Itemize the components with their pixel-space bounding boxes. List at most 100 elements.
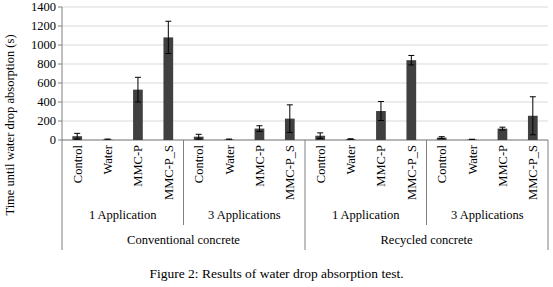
error-cap	[226, 139, 232, 140]
error-cap	[196, 139, 202, 140]
y-axis	[62, 7, 63, 140]
error-bar	[74, 133, 80, 139]
plot-area	[72, 21, 537, 140]
subgroup-label: 3 Applications	[451, 208, 524, 222]
tick-label: 0	[50, 133, 56, 147]
error-stem	[198, 134, 199, 139]
error-cap	[469, 139, 475, 140]
category-label: Water	[223, 144, 237, 174]
category-label: MMC-P	[253, 145, 267, 187]
bar	[103, 139, 113, 140]
error-cap	[408, 55, 414, 56]
category-label: Control	[71, 144, 85, 183]
group-separator	[305, 140, 306, 225]
error-cap	[317, 138, 323, 139]
error-stem	[168, 21, 169, 53]
error-cap	[317, 132, 323, 133]
chart: 0200400600800100012001400Time until wate…	[0, 0, 553, 287]
error-bar	[287, 105, 293, 133]
group-label: Conventional concrete	[127, 233, 240, 247]
tick-label: 200	[37, 114, 56, 128]
error-bar	[317, 133, 323, 139]
error-stem	[77, 133, 78, 139]
error-stem	[411, 55, 412, 64]
grid-line	[62, 26, 548, 27]
error-cap	[439, 138, 445, 139]
error-bar	[499, 127, 505, 130]
grid-line	[62, 64, 548, 65]
tick-mark	[58, 102, 62, 103]
error-bar	[105, 139, 111, 140]
error-cap	[135, 102, 141, 103]
category-label: MMC-P	[131, 145, 145, 187]
category-label: MMC-P_S	[405, 145, 419, 200]
tick-mark	[58, 83, 62, 84]
error-cap	[287, 104, 293, 105]
error-bar	[226, 139, 232, 140]
category-label: Control	[435, 144, 449, 183]
bar	[467, 139, 477, 140]
error-cap	[348, 138, 354, 139]
subgroup-label: 1 Application	[332, 208, 400, 222]
error-bar	[256, 126, 262, 132]
error-cap	[439, 136, 445, 137]
category-label: Control	[192, 144, 206, 183]
category-label: MMC-P_S	[526, 145, 540, 200]
error-cap	[165, 53, 171, 54]
error-cap	[256, 125, 262, 126]
group-separator	[548, 225, 549, 250]
error-cap	[348, 139, 354, 140]
tick-mark	[58, 140, 62, 141]
error-stem	[137, 77, 138, 102]
tick-mark	[58, 64, 62, 65]
error-cap	[105, 139, 111, 140]
category-label: Control	[314, 144, 328, 183]
grid-line	[62, 7, 548, 8]
error-cap	[378, 120, 384, 121]
bar	[498, 129, 508, 140]
tick-mark	[58, 45, 62, 46]
error-bar	[378, 102, 384, 121]
category-label: Water	[466, 144, 480, 174]
category-label: MMC-P_S	[162, 145, 176, 200]
y-axis-label: Time until water drop absorption (s)	[3, 34, 17, 215]
error-cap	[287, 132, 293, 133]
error-cap	[530, 134, 536, 135]
tick-label: 1200	[31, 19, 56, 33]
error-bar	[348, 138, 354, 140]
category-label: MMC-P	[374, 145, 388, 187]
category-label: MMC-P_S	[283, 145, 297, 200]
error-stem	[532, 97, 533, 135]
error-cap	[256, 131, 262, 132]
error-cap	[105, 140, 111, 141]
tick-mark	[58, 26, 62, 27]
error-bar	[408, 55, 414, 64]
error-cap	[74, 139, 80, 140]
subgroup-label: 1 Application	[89, 208, 157, 222]
error-stem	[380, 102, 381, 121]
group-separator	[62, 225, 63, 250]
tick-mark	[58, 121, 62, 122]
tick-label: 1400	[31, 0, 56, 14]
error-cap	[530, 96, 536, 97]
tick-label: 600	[37, 76, 56, 90]
group-separator	[62, 140, 63, 225]
error-cap	[469, 139, 475, 140]
error-stem	[259, 126, 260, 132]
error-cap	[499, 127, 505, 128]
grid-line	[62, 83, 548, 84]
error-cap	[196, 134, 202, 135]
group-separator	[426, 140, 427, 225]
grid-line	[62, 45, 548, 46]
group-separator	[305, 225, 306, 250]
bar	[224, 139, 234, 140]
error-stem	[320, 133, 321, 139]
tick-label: 800	[37, 57, 56, 71]
bar	[406, 60, 416, 140]
category-label: MMC-P	[496, 145, 510, 187]
error-bar	[135, 77, 141, 102]
group-separator	[548, 140, 549, 225]
tick-label: 400	[37, 95, 56, 109]
error-bar	[165, 21, 171, 53]
error-bar	[196, 134, 202, 139]
